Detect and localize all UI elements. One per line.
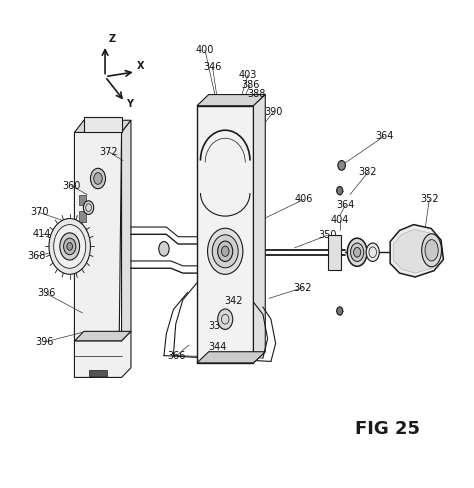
Ellipse shape <box>347 238 367 266</box>
Polygon shape <box>197 352 265 363</box>
Bar <box>328 235 341 270</box>
Ellipse shape <box>212 235 238 268</box>
Ellipse shape <box>422 234 441 267</box>
Text: 404: 404 <box>330 215 349 225</box>
Text: FIG 25: FIG 25 <box>356 420 420 438</box>
Ellipse shape <box>83 201 94 214</box>
Text: 406: 406 <box>295 194 313 204</box>
Text: 382: 382 <box>359 167 377 177</box>
Text: 346: 346 <box>203 62 222 72</box>
Text: X: X <box>137 61 145 71</box>
Ellipse shape <box>60 233 80 260</box>
Text: 386: 386 <box>241 80 259 90</box>
Polygon shape <box>84 117 121 132</box>
Text: 372: 372 <box>100 147 118 157</box>
Ellipse shape <box>54 224 86 268</box>
Bar <box>89 370 108 376</box>
Polygon shape <box>74 331 131 341</box>
Bar <box>79 195 86 205</box>
Text: 388: 388 <box>247 89 266 99</box>
Text: 360: 360 <box>62 181 80 191</box>
Ellipse shape <box>351 243 364 262</box>
Ellipse shape <box>91 168 106 189</box>
Ellipse shape <box>337 307 343 315</box>
Ellipse shape <box>159 242 169 256</box>
Text: 366: 366 <box>167 350 186 361</box>
Text: 342: 342 <box>224 296 243 306</box>
Text: 400: 400 <box>196 45 214 55</box>
Ellipse shape <box>67 243 73 250</box>
Text: 338: 338 <box>208 321 227 330</box>
Text: 370: 370 <box>30 207 48 218</box>
Text: 403: 403 <box>238 70 257 80</box>
Bar <box>79 228 86 239</box>
Text: 396: 396 <box>36 337 54 347</box>
Polygon shape <box>390 224 443 277</box>
Text: 352: 352 <box>420 194 438 204</box>
Polygon shape <box>121 120 131 341</box>
Ellipse shape <box>208 228 243 274</box>
Polygon shape <box>74 132 121 341</box>
Text: 362: 362 <box>294 283 312 293</box>
Text: 414: 414 <box>32 229 51 239</box>
Text: 390: 390 <box>264 106 283 117</box>
Ellipse shape <box>64 238 76 255</box>
Text: 364: 364 <box>375 131 393 142</box>
Polygon shape <box>254 95 265 363</box>
Ellipse shape <box>221 246 229 256</box>
Text: Z: Z <box>109 34 116 43</box>
Polygon shape <box>74 120 131 132</box>
Text: 350: 350 <box>318 230 337 240</box>
Bar <box>79 211 86 222</box>
Ellipse shape <box>337 186 343 195</box>
Ellipse shape <box>338 161 346 170</box>
Ellipse shape <box>218 241 233 262</box>
Text: 344: 344 <box>208 342 227 352</box>
Polygon shape <box>197 95 265 106</box>
Polygon shape <box>74 331 131 377</box>
Ellipse shape <box>366 243 379 262</box>
Ellipse shape <box>354 247 361 257</box>
Text: 396: 396 <box>37 288 55 299</box>
Text: 368: 368 <box>27 251 46 261</box>
Polygon shape <box>393 229 439 273</box>
Ellipse shape <box>218 309 233 329</box>
Ellipse shape <box>94 173 102 184</box>
Ellipse shape <box>425 240 438 261</box>
Polygon shape <box>197 106 254 363</box>
Ellipse shape <box>49 219 91 274</box>
Text: Y: Y <box>126 99 133 109</box>
Text: 364: 364 <box>336 200 355 210</box>
